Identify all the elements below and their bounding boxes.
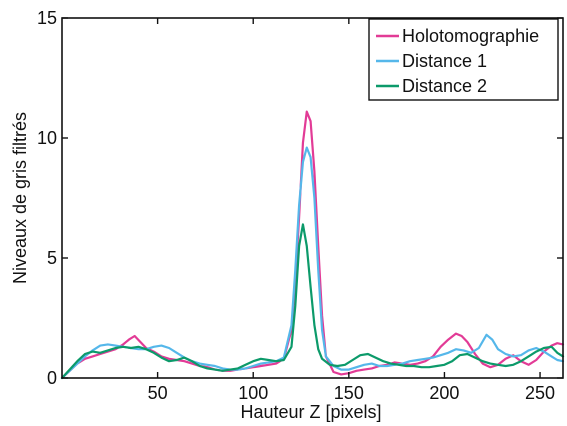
plot-frame (61, 17, 564, 379)
x-tick-label-250: 250 (525, 383, 555, 403)
series-line-distance-1 (60, 146, 565, 380)
legend-label-holotomographie: Holotomographie (402, 26, 539, 46)
series-line-holotomographie (60, 110, 565, 380)
y-tick-label-0: 0 (47, 368, 57, 388)
y-axis-label: Niveaux de gris filtrés (10, 112, 30, 284)
x-tick-label-50: 50 (148, 383, 168, 403)
y-tick-label-15: 15 (37, 8, 57, 28)
x-tick-label-100: 100 (238, 383, 268, 403)
legend-box (368, 18, 559, 101)
legend-label-distance-2: Distance 2 (402, 76, 487, 96)
x-tick-label-150: 150 (334, 383, 364, 403)
legend: Holotomographie Distance 1 Distance 2 (368, 18, 559, 101)
y-tick-label-10: 10 (37, 128, 57, 148)
series-line-distance-2 (60, 223, 565, 380)
x-tick-label-200: 200 (429, 383, 459, 403)
axis-layer: 50 100 150 200 250 0 5 10 15 (37, 8, 564, 403)
y-tick-label-5: 5 (47, 248, 57, 268)
series-layer (60, 110, 565, 380)
x-axis-label: Hauteur Z [pixels] (240, 402, 381, 422)
legend-label-distance-1: Distance 1 (402, 51, 487, 71)
